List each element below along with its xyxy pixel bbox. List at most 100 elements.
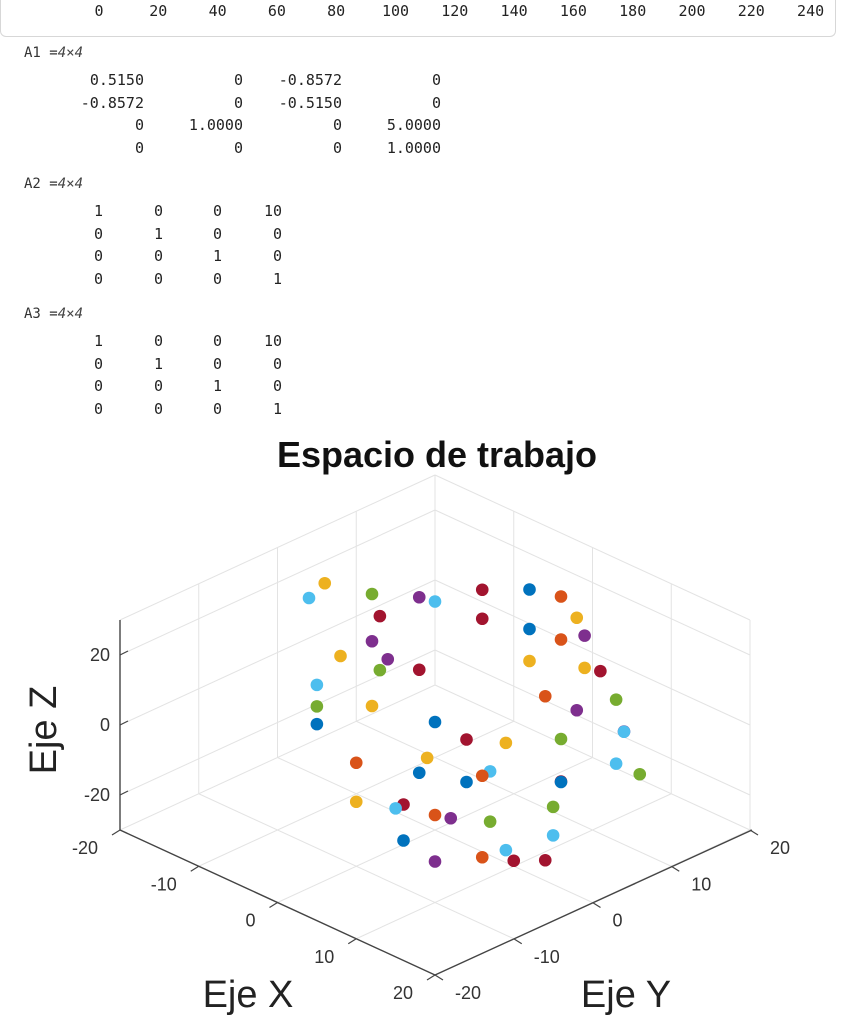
matrix-cell: 0: [134, 116, 144, 134]
variable-dimensions: 4×4: [57, 306, 84, 322]
matrix-cell: 0: [153, 269, 163, 288]
workspace-3d-scatter-plot[interactable]: -20 -10 0 10 20 -20 -10 0 10 20 -20 0 20 Eje X Eje Y Ej…: [0, 470, 842, 1034]
y-tick-label: 20: [770, 838, 790, 858]
scatter-point: [397, 834, 410, 847]
scatter-point: [609, 757, 623, 770]
scatter-point: [365, 699, 379, 713]
scatter-point: [523, 583, 536, 596]
matrix-cell: 0: [212, 399, 222, 418]
scatter-point: [428, 715, 442, 729]
variable-a1: A1 =4×4 0.5150 0 -0.8572 0 -0.8572 0 -0.5150 0 0 1…: [0, 45, 842, 160]
matrix-cell: 0: [212, 269, 222, 288]
variable-equals: =: [40, 176, 58, 192]
wall-gridline: [434, 579, 751, 726]
scatter-point: [554, 633, 568, 646]
x-tick-mark: [269, 901, 278, 909]
matrix-cell: 0: [93, 377, 103, 395]
variable-a3: A3 =4×4 1 0 0 10 0 1 0 0 0 0 1 0 0 0 0 1: [0, 306, 842, 421]
ruler-tick-label: 180: [619, 2, 647, 20]
x-tick-label: 10: [314, 947, 334, 967]
x-tick-mark: [347, 938, 357, 945]
matrix-cell: 0: [93, 354, 103, 373]
scatter-point: [310, 700, 324, 713]
matrix-cell: 0: [134, 138, 144, 157]
y-tick-mark: [434, 974, 444, 981]
scatter-point: [373, 663, 387, 677]
scatter-point: [310, 717, 324, 731]
matrix-cell: 1: [212, 247, 222, 265]
variable-a2: A2 =4×4 1 0 0 10 0 1 0 0 0 0 1 0 0 0 0 1: [0, 176, 842, 291]
scatter-point: [499, 843, 513, 857]
scatter-point: [475, 612, 489, 626]
matrix-cell: 10: [263, 202, 282, 220]
y-axis-label: Eje Y: [581, 974, 671, 1016]
matrix-cell: 0: [93, 224, 103, 243]
matrix-cell: 0: [212, 354, 222, 373]
z-axis-label: Eje Z: [23, 686, 65, 775]
scatter-point: [609, 693, 623, 706]
matrix-cell: 0: [332, 116, 342, 134]
matrix-cell: 0: [93, 269, 103, 288]
y-tick-label: 10: [691, 874, 711, 894]
scatter-point: [389, 802, 402, 815]
matrix-cell: -0.8572: [80, 93, 144, 112]
scatter-point: [546, 829, 560, 842]
matrix-cell: 0: [233, 71, 243, 89]
x-tick-mark: [190, 865, 200, 872]
matrix-cell: 0: [153, 377, 163, 395]
ruler-tick-label: 240: [797, 2, 825, 20]
matrix-cell: 0: [233, 93, 243, 112]
y-tick-mark: [749, 829, 759, 836]
matrix-cell: 5.0000: [386, 116, 441, 134]
matrix-cell: 0: [212, 224, 222, 243]
variable-name: A3: [24, 306, 41, 322]
variable-header: A3 =4×4: [24, 306, 83, 322]
scatter-point: [538, 853, 552, 867]
matrix-cell: 1: [212, 377, 222, 395]
matrix-cell: 0: [272, 224, 282, 243]
matrix-cell: 0: [431, 71, 441, 89]
scatter-point: [444, 811, 458, 825]
variable-equals: =: [40, 45, 58, 61]
floor-gridline: [356, 720, 672, 867]
z-tick-label: 20: [90, 645, 110, 665]
matrix-cell: 1: [272, 399, 282, 418]
floor-gridline: [277, 757, 593, 903]
scatter-point: [428, 855, 442, 868]
scatter-point: [365, 634, 379, 648]
z-tick-mark: [119, 720, 129, 726]
scatter-point: [617, 725, 631, 739]
wall-edge: [119, 474, 436, 621]
floor-gridline: [198, 793, 514, 940]
scatter-point: [373, 609, 387, 623]
scatter-point: [570, 703, 584, 717]
scatter-point: [412, 766, 426, 780]
wall-gridline: [119, 509, 436, 656]
scatter-point: [523, 622, 536, 636]
x-tick-mark: [111, 829, 121, 836]
matrix-cell: 0: [153, 332, 163, 350]
wall-gridline: [434, 649, 751, 796]
ruler-tick-label: 40: [208, 2, 227, 20]
x-tick-mark: [426, 974, 436, 981]
matrix-cell: 0: [153, 247, 163, 265]
scatter-point: [570, 611, 584, 625]
variable-name: A2: [24, 176, 41, 192]
scatter-point: [578, 629, 591, 642]
x-tick-label: -20: [72, 838, 98, 858]
variable-header: A1 =4×4: [24, 45, 83, 61]
scatter-point: [523, 654, 536, 668]
matrix-cell: -0.5150: [278, 93, 342, 112]
scatter-point: [475, 769, 489, 783]
matrix-cell: 0: [272, 377, 282, 395]
y-tick-mark: [513, 938, 523, 945]
matrix-cell: 0: [332, 138, 342, 157]
scatter-point: [475, 850, 489, 864]
matrix-cell: 1: [93, 202, 103, 220]
wall-edge: [434, 474, 751, 621]
scatter-point: [318, 576, 332, 590]
variable-dimensions: 4×4: [57, 176, 84, 192]
z-tick-label: 0: [100, 715, 110, 735]
y-tick-label: -20: [455, 983, 481, 1003]
ruler-panel: 0 20 40 60 80 100 120 140 160 180 200 220 240: [0, 0, 836, 37]
